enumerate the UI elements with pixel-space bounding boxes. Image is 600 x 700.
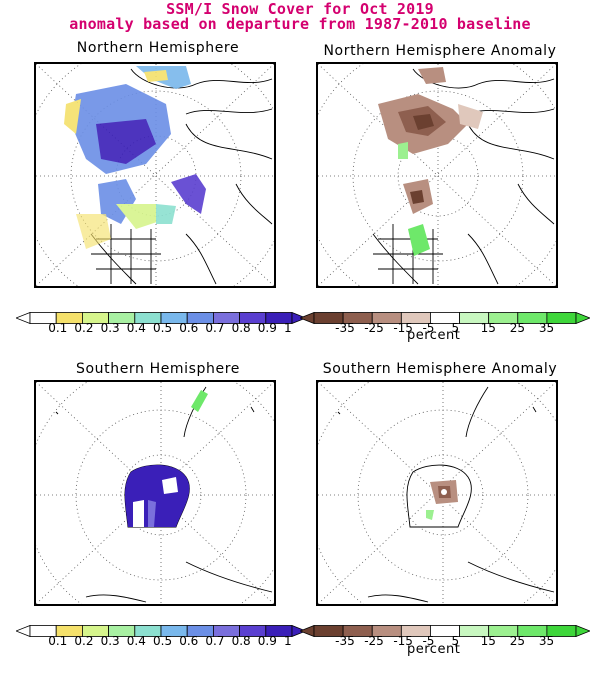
left-arrow-icon (14, 311, 31, 325)
anomaly-colorbar-graphic (298, 624, 592, 638)
anomaly-colorbar-graphic (298, 311, 592, 325)
cover-colorbar-tick-label: 0.5 (153, 634, 173, 648)
right-arrow-icon (575, 624, 592, 638)
cover-colorbar-tick-label: 0.7 (205, 634, 225, 648)
sh-anomaly-map (316, 380, 558, 606)
cover-colorbar-tick-label: 0.1 (48, 634, 68, 648)
anomaly-colorbar-tick-label: -25 (364, 321, 384, 335)
right-arrow-icon (291, 311, 308, 325)
cover-colorbar-tick-label: 0.7 (205, 321, 225, 335)
cover-colorbar-tick-label: 0.1 (48, 321, 68, 335)
cover-colorbar-tick-label: 0.3 (100, 634, 120, 648)
anomaly-colorbar: -35 -25 -15 -5 5 15 25 35 (298, 622, 592, 648)
sh-anomaly-panel-title: Southern Hemisphere Anomaly (322, 361, 558, 377)
anomaly-unit-label: percent (407, 642, 461, 657)
cover-colorbar-tick-label: 0.2 (74, 634, 94, 648)
cover-colorbar-tick-label: 0.8 (231, 321, 251, 335)
anomaly-colorbar-tick-label: 25 (509, 634, 526, 648)
cover-colorbar-tick-label: 1 (284, 321, 292, 335)
nh-anomaly-map (316, 62, 558, 288)
anomaly-colorbar-tick-label: -35 (335, 634, 355, 648)
nh-panel-title: Northern Hemisphere (76, 40, 240, 56)
cover-colorbar-tick-label: 0.9 (257, 321, 277, 335)
cover-colorbar-tick-label: 0.6 (179, 321, 199, 335)
anomaly-unit-label: percent (407, 328, 461, 343)
cover-colorbar-tick-label: 0.8 (231, 634, 251, 648)
anomaly-colorbar-tick-label: 15 (480, 321, 496, 335)
left-arrow-icon (14, 624, 31, 638)
nh-anomaly-panel-title: Northern Hemisphere Anomaly (323, 43, 557, 59)
sh-snow-cover-map (34, 380, 276, 606)
anomaly-colorbar-tick-label: -25 (364, 634, 384, 648)
anomaly-colorbar-tick-label: 35 (538, 321, 555, 335)
anomaly-colorbar-tick-label: 25 (509, 321, 526, 335)
cover-colorbar-tick-label: 0.9 (257, 634, 277, 648)
cover-colorbar-tick-label: 0.2 (74, 321, 94, 335)
sh-panel-title: Southern Hemisphere (76, 361, 240, 377)
cover-colorbar-graphic (14, 311, 308, 325)
right-arrow-icon (575, 311, 592, 325)
anomaly-colorbar-tick-label: -15 (393, 634, 413, 648)
cover-colorbar-tick-label: 0.4 (126, 321, 146, 335)
cover-colorbar-tick-label: 0.6 (179, 634, 199, 648)
left-arrow-icon (298, 311, 315, 325)
nh-snow-cover-map (34, 62, 276, 288)
anomaly-colorbar-tick-label: 35 (538, 634, 555, 648)
cover-colorbar-tick-label: 1 (284, 634, 292, 648)
figure-subtitle: anomaly based on departure from 1987-201… (69, 15, 531, 33)
figure-title: SSM/I Snow Cover for Oct 2019 (166, 0, 434, 18)
right-arrow-icon (291, 624, 308, 638)
anomaly-colorbar-tick-label: -15 (393, 321, 413, 335)
cover-colorbar-graphic (14, 624, 308, 638)
cover-colorbar-tick-label: 0.3 (100, 321, 120, 335)
anomaly-colorbar-tick-label: -35 (335, 321, 355, 335)
anomaly-colorbar-tick-label: 5 (451, 634, 460, 648)
anomaly-colorbar-tick-label: -5 (422, 321, 435, 335)
anomaly-colorbar-tick-label: -5 (422, 634, 435, 648)
anomaly-colorbar: -35 -25 -15 -5 5 15 25 35 (298, 309, 592, 335)
cover-colorbar-tick-label: 0.4 (126, 634, 146, 648)
anomaly-colorbar-tick-label: 15 (480, 634, 496, 648)
cover-colorbar-tick-label: 0.5 (153, 321, 173, 335)
anomaly-colorbar-tick-label: 5 (451, 321, 460, 335)
snow-cover-colorbar: 0.1 0.2 0.3 0.4 0.5 0.6 0.7 0.8 0.9 1 (14, 622, 308, 648)
left-arrow-icon (298, 624, 315, 638)
snow-cover-colorbar: 0.1 0.2 0.3 0.4 0.5 0.6 0.7 0.8 0.9 1 (14, 309, 308, 335)
